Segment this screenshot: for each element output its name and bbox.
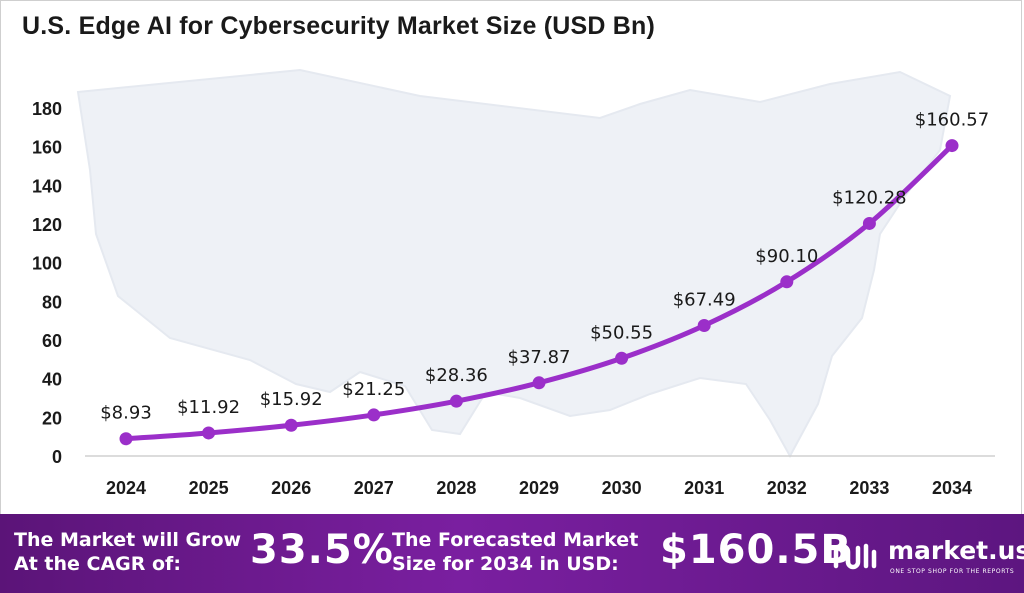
chart-title: U.S. Edge AI for Cybersecurity Market Si… [22,12,656,40]
data-label: $21.25 [342,379,405,400]
data-label: $15.92 [260,389,323,410]
cagr-value: 33.5% [250,527,394,573]
y-tick-label: 60 [42,331,62,351]
x-tick-label: 2025 [189,478,229,498]
y-tick-label: 100 [32,254,62,274]
y-tick-label: 0 [52,447,62,467]
x-tick-label: 2033 [849,478,889,498]
x-tick-label: 2030 [602,478,642,498]
data-label: $8.93 [100,403,152,424]
x-tick-label: 2026 [271,478,311,498]
x-tick-label: 2034 [932,478,972,498]
cagr-label-line2: At the CAGR of: [14,553,181,575]
logo-tagline: ONE STOP SHOP FOR THE REPORTS [890,568,1015,575]
x-tick-label: 2027 [354,478,394,498]
data-point [449,394,463,408]
data-point [202,426,216,440]
data-label: $67.49 [673,290,736,311]
cagr-label-line1: The Market will Grow [14,529,242,551]
series-market-size [119,139,959,446]
x-tick-label: 2028 [436,478,476,498]
y-tick-label: 180 [32,99,62,119]
x-axis: 2024 2025 2026 2027 2028 2029 2030 2031 2032 2033… [85,455,995,498]
x-tick-label: 2024 [106,478,146,498]
x-tick-label: 2029 [519,478,559,498]
y-tick-label: 80 [42,292,62,312]
data-point [532,376,546,390]
data-label: $28.36 [425,365,488,386]
data-point [367,408,381,422]
data-labels: $8.93 $11.92 $15.92 $21.25 $28.36 $37.87 $50.5… [100,110,989,424]
united-states-map [76,68,952,459]
data-point [780,275,794,289]
y-tick-label: 160 [32,138,62,158]
forecast-value: $160.5B [660,527,852,573]
x-tick-label: 2032 [767,478,807,498]
y-axis: 0 20 40 60 80 100 120 140 160 180 [32,99,62,467]
data-label: $160.57 [915,110,989,131]
y-tick-label: 140 [32,176,62,196]
forecast-label-line2: Size for 2034 in USD: [392,553,619,575]
data-label: $37.87 [508,347,571,368]
data-point [119,432,133,446]
data-point [862,216,876,230]
map-silhouette [76,68,952,459]
logo-name: market.us [888,536,1024,565]
data-label: $11.92 [177,397,240,418]
data-label: $120.28 [832,187,906,208]
forecast-label-line1: The Forecasted Market [392,529,639,551]
data-label: $90.10 [755,246,818,267]
forecast-label: The Forecasted Market Size for 2034 in U… [392,528,638,576]
y-tick-label: 20 [42,408,62,428]
cagr-label: The Market will Grow At the CAGR of: [14,528,241,576]
data-label: $50.55 [590,322,653,343]
y-tick-label: 40 [42,370,62,390]
x-tick-label: 2031 [684,478,724,498]
summary-banner: The Market will Grow At the CAGR of: 33.… [0,514,1024,593]
data-point [945,139,959,153]
market-us-logo-icon [833,543,877,570]
data-point [615,351,629,365]
data-point [284,418,298,432]
data-point [697,319,711,333]
y-tick-label: 120 [32,215,62,235]
